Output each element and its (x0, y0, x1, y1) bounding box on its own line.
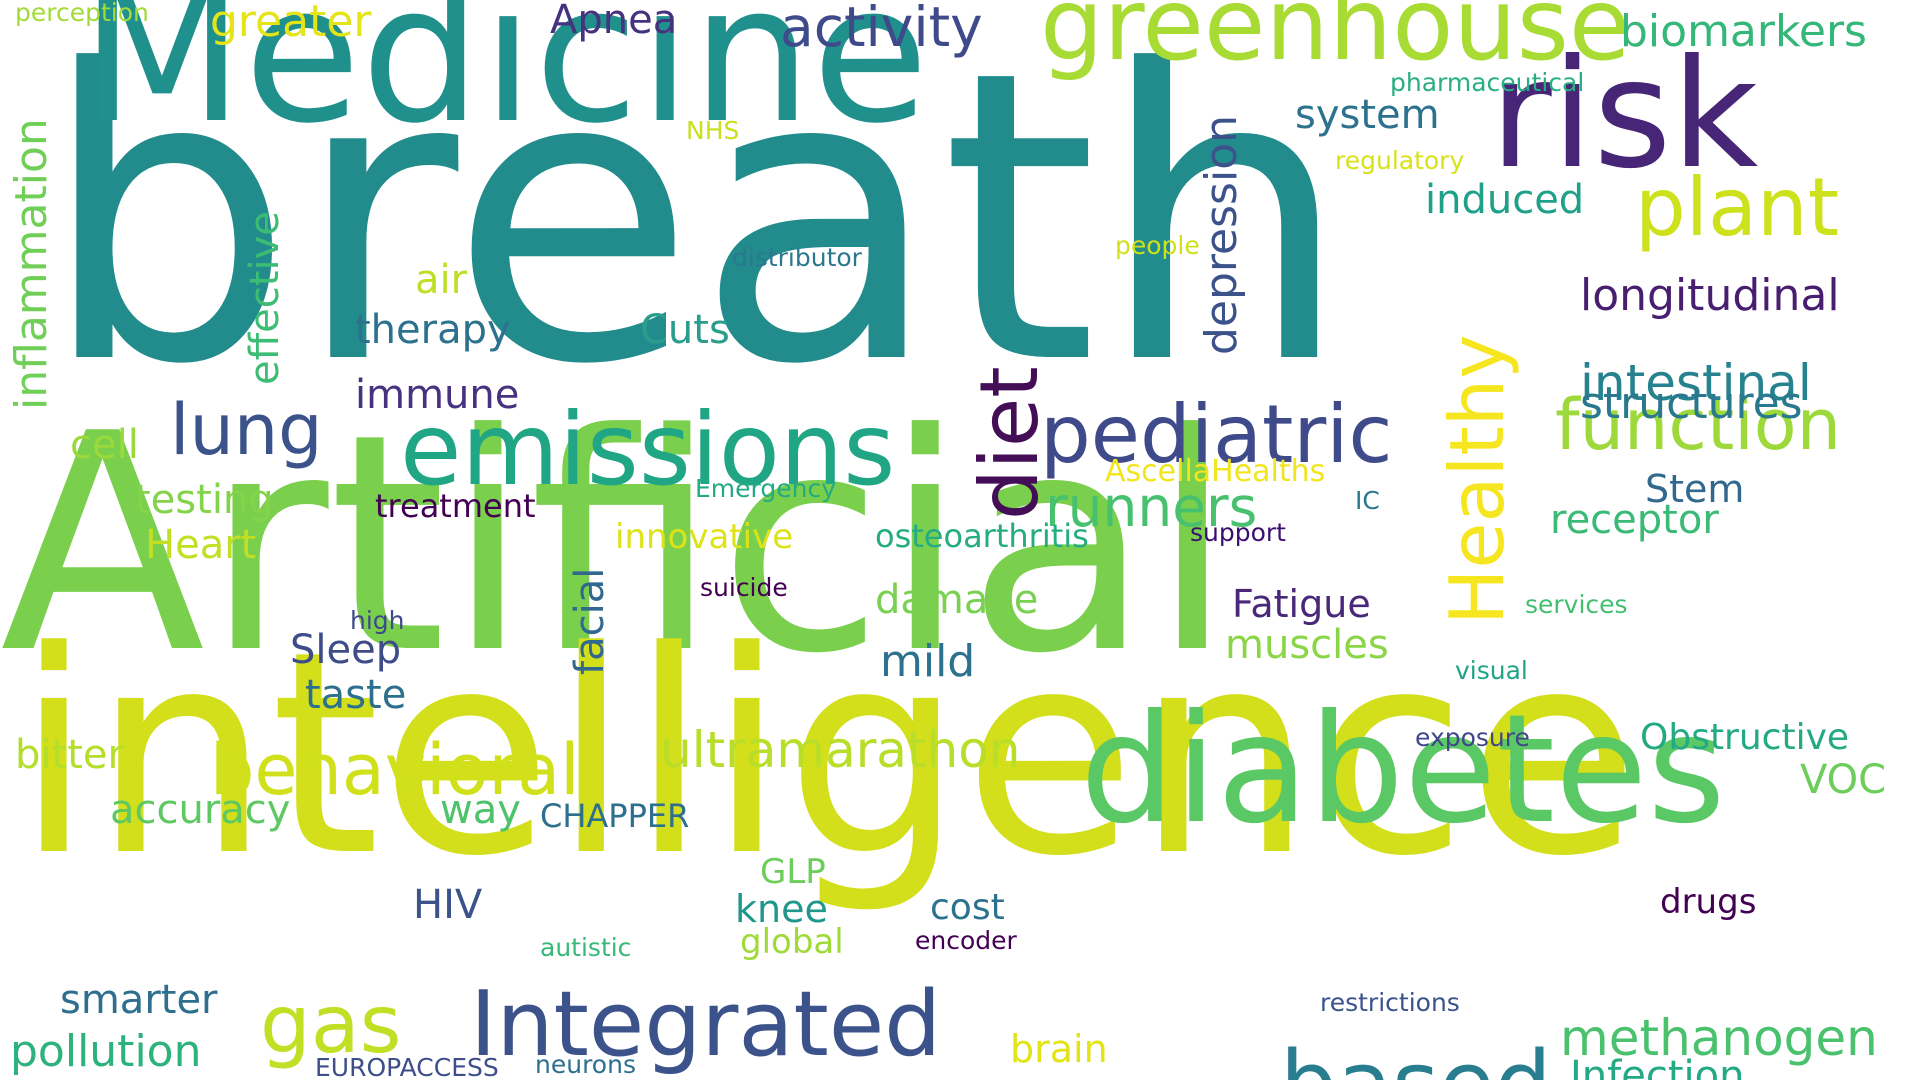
word-muscles: muscles (1225, 622, 1389, 668)
word-distributor: distributor (732, 243, 862, 272)
word-infection: Infection (1570, 1053, 1745, 1080)
word-intelligence: intelligence (15, 592, 1640, 918)
word-plant: plant (1635, 161, 1840, 254)
word-integrated: Integrated (470, 972, 942, 1077)
word-hiv: HIV (413, 882, 483, 928)
word-system: system (1295, 92, 1440, 138)
word-healthy: Healthy (1433, 334, 1521, 625)
word-treatment: treatment (375, 487, 536, 525)
word-cuts: Cuts (640, 307, 730, 353)
word-glp: GLP (760, 852, 826, 892)
word-sleep: Sleep (290, 627, 402, 673)
word-activity: activity (780, 0, 983, 59)
word-taste: taste (305, 672, 407, 718)
word-support: support (1190, 518, 1286, 547)
word-way: way (440, 787, 521, 833)
word-emergency: Emergency (695, 474, 837, 503)
word-therapy: therapy (355, 307, 511, 353)
word-breath: breath (40, 0, 1352, 452)
word-effective: effective (242, 211, 288, 385)
word-pharmaceutical: pharmaceutical (1390, 68, 1585, 97)
word-high: high (350, 606, 405, 635)
word-nhs: NHS (686, 116, 740, 145)
word-damage: damage (875, 577, 1039, 623)
word-heart: Heart (145, 522, 257, 568)
word-air: air (415, 257, 468, 303)
word-encoder: encoder (915, 926, 1017, 955)
word-risk: risk (1490, 28, 1759, 202)
word-medicine: Medicine (80, 0, 929, 165)
word-receptor: receptor (1550, 497, 1719, 543)
word-artificial: Artificial (0, 370, 1234, 719)
word-knee: knee (735, 887, 828, 931)
word-osteoarthritis: osteoarthritis (875, 517, 1089, 555)
word-biomarkers: biomarkers (1620, 6, 1867, 57)
word-pediatric: pediatric (1040, 388, 1393, 481)
word-regulatory: regulatory (1335, 146, 1465, 175)
word-facial: facial (567, 567, 613, 675)
word-global: global (740, 922, 844, 962)
word-brain: brain (1010, 1027, 1108, 1071)
word-immune: immune (355, 372, 520, 418)
word-emissions: emissions (400, 391, 896, 508)
word-europaccess: EUROPACCESS (315, 1053, 499, 1080)
word-pollution: pollution (10, 1026, 202, 1077)
word-restrictions: restrictions (1320, 988, 1460, 1017)
word-runners: runners (1045, 475, 1258, 539)
word-structures: structures (1580, 378, 1803, 429)
word-neurons: neurons (535, 1050, 636, 1079)
word-chapper: CHAPPER (540, 797, 690, 835)
word-innovative: innovative (615, 517, 794, 557)
word-stem: Stem (1645, 467, 1745, 511)
word-diet: diet (963, 366, 1056, 520)
word-longitudinal: longitudinal (1580, 270, 1840, 321)
word-people: people (1115, 231, 1200, 260)
word-cell: cell (70, 422, 139, 468)
word-cost: cost (930, 887, 1005, 928)
word-accuracy: accuracy (110, 787, 291, 833)
word-visual: visual (1455, 656, 1528, 685)
word-services: services (1525, 590, 1628, 619)
word-diabetes: diabetes (1080, 683, 1726, 857)
word-apnea: Apnea (550, 0, 678, 43)
word-depression: depression (1196, 114, 1247, 355)
word-methanogen: methanogen (1560, 1009, 1878, 1067)
word-suicide: suicide (700, 573, 788, 602)
word-function: function (1555, 384, 1841, 466)
word-testing: testing (135, 477, 274, 523)
word-inflammation: inflammation (6, 118, 57, 410)
word-exposure: exposure (1415, 723, 1530, 752)
word-greater: greater (210, 0, 372, 47)
word-smarter: smarter (60, 977, 218, 1023)
word-ultramarathon: ultramarathon (660, 721, 1021, 779)
word-induced: induced (1425, 177, 1585, 223)
word-bitter: bitter (15, 732, 124, 778)
word-based: based (1280, 1040, 1552, 1080)
word-drugs: drugs (1660, 882, 1757, 922)
word-lung: lung (170, 389, 323, 471)
word-perception: perception (15, 0, 149, 27)
word-gas: gas (260, 978, 402, 1071)
word-ic: IC (1355, 486, 1380, 515)
word-fatigue: Fatigue (1232, 582, 1371, 626)
word-obstructive: Obstructive (1640, 717, 1850, 758)
word-autistic: autistic (540, 933, 632, 962)
word-intestinal: intestinal (1580, 354, 1812, 412)
word-voc: VOC (1800, 757, 1887, 803)
word-behavioral: behavioral (210, 729, 580, 811)
word-mild: mild (880, 636, 976, 687)
word-greenhouse: greenhouse (1040, 0, 1631, 83)
word-ascellahealths: AscellaHealths (1105, 454, 1326, 489)
